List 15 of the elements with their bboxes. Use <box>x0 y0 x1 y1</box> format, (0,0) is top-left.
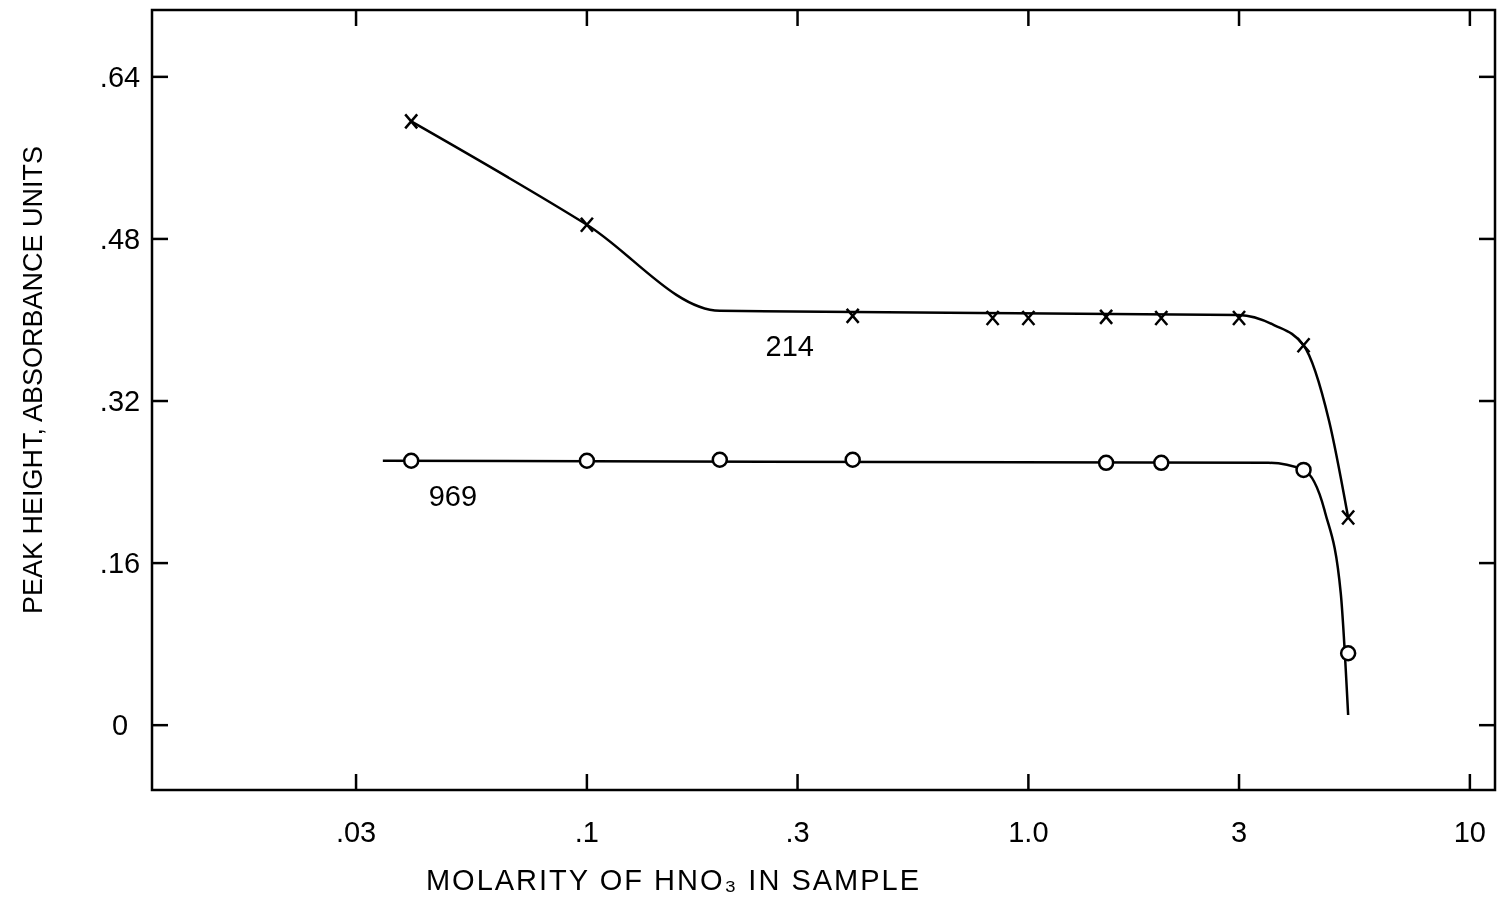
x-tick-label: .3 <box>785 816 810 848</box>
x-tick-label: 10 <box>1453 816 1487 848</box>
y-tick-label: .64 <box>99 60 141 93</box>
y-tick-label: .16 <box>99 547 141 580</box>
x-tick-label: .03 <box>335 816 377 848</box>
y-tick-label: .32 <box>99 385 141 418</box>
x-tick-label: 1.0 <box>1008 816 1049 848</box>
y-tick-label: .48 <box>99 222 141 255</box>
series-label: 969 <box>428 479 478 512</box>
x-axis-title: MOLARITY OF HNO₃ IN SAMPLE <box>425 864 922 896</box>
series-label: 214 <box>765 329 814 362</box>
x-tick-label: 3 <box>1230 816 1248 848</box>
y-tick-label: 0 <box>111 709 129 742</box>
x-tick-label: .1 <box>574 816 599 848</box>
y-axis-title: PEAK HEIGHT, ABSORBANCE UNITS <box>18 145 48 615</box>
